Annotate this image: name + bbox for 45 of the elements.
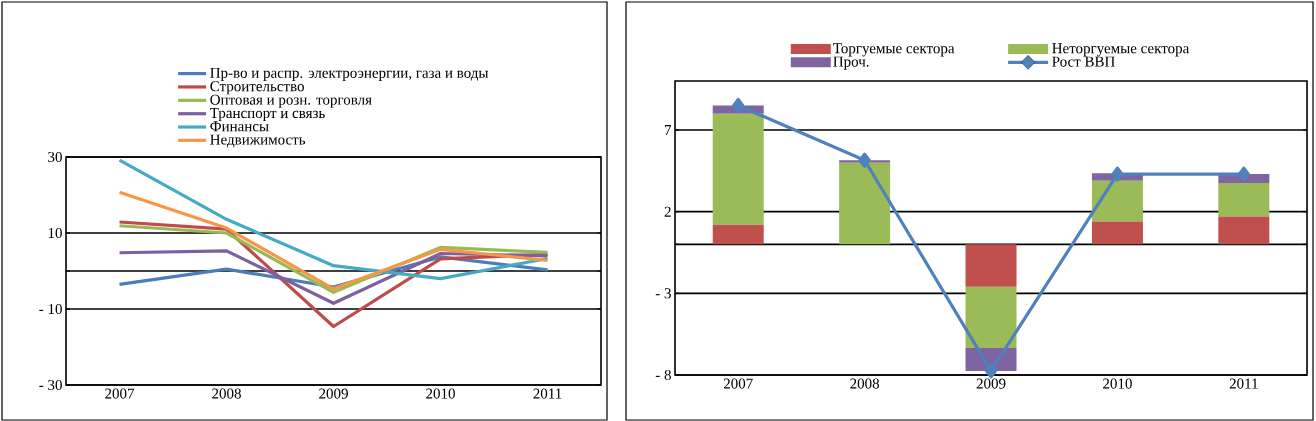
x-tick-label: 2007 — [105, 388, 135, 399]
legend-label: Строительство — [210, 81, 304, 95]
y-tick-label: - 3 — [655, 288, 671, 299]
point — [984, 363, 998, 379]
point — [732, 97, 745, 114]
x-tick-label: 2011 — [533, 388, 562, 399]
x-tick-label: 2010 — [1103, 378, 1132, 389]
y-tick-label: - 8 — [655, 369, 671, 381]
y-tick-label: 2 — [664, 206, 671, 217]
line-series — [117, 190, 550, 291]
legend-label: Транспорт и связь — [210, 108, 325, 122]
bar — [1218, 183, 1270, 217]
legend-label: Пр-во и распр. электроэнергии, газа и воды — [210, 67, 489, 81]
bar — [965, 286, 1017, 349]
bar — [1218, 216, 1270, 245]
y-tick-label: 30 — [48, 151, 62, 163]
y-tick-label: - 10 — [39, 303, 62, 315]
x-tick-label: 2011 — [1229, 378, 1258, 389]
y-tick-label: 10 — [48, 227, 62, 239]
legend-label: Финансы — [210, 121, 269, 132]
bar — [1091, 221, 1143, 245]
bar — [712, 224, 764, 245]
bar — [1091, 180, 1143, 222]
line-series — [117, 249, 550, 305]
x-tick-label: 2008 — [212, 388, 241, 399]
legend-label: Оптовая и розн. торговля — [210, 94, 372, 108]
x-tick-label: 2010 — [426, 388, 455, 399]
point — [858, 152, 871, 168]
legend-label: Недвижимость — [210, 134, 306, 148]
y-tick-label: 7 — [664, 125, 672, 135]
line-series — [117, 158, 550, 281]
legend-label: Торгуемые сектора — [833, 43, 955, 57]
x-tick-label: 2009 — [976, 378, 1006, 389]
bar — [965, 244, 1017, 287]
bar — [712, 113, 764, 225]
legend-label: Проч. — [833, 56, 869, 70]
legend-label: Неторгуемые сектора — [1052, 43, 1190, 57]
point — [1111, 166, 1124, 182]
x-tick-label: 2009 — [319, 388, 348, 399]
x-tick-label: 2008 — [850, 378, 880, 389]
y-tick-label: - 30 — [39, 379, 62, 391]
point — [1237, 166, 1250, 182]
x-tick-label: 2007 — [723, 378, 753, 389]
bar — [839, 162, 891, 245]
legend-label: Рост ВВП — [1052, 56, 1115, 67]
